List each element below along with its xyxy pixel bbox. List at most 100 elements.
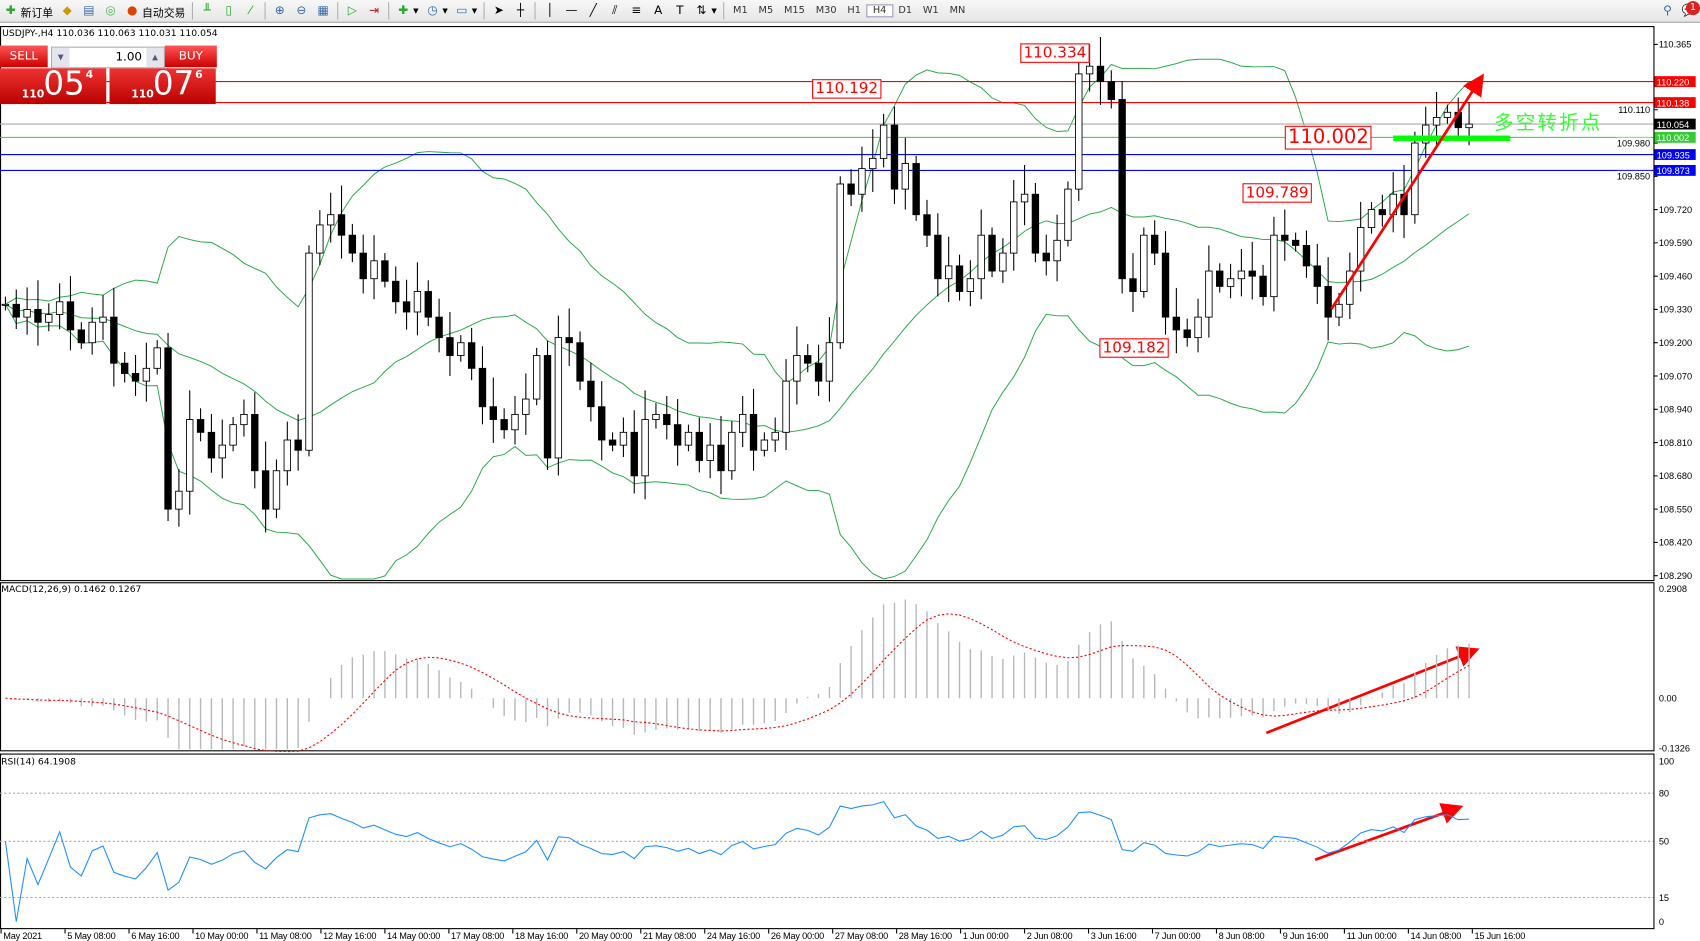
- candle-bull: [977, 234, 985, 280]
- price-level-tag-label: 110.054: [1657, 120, 1690, 130]
- one-click-trading-panel: SELL ▼ 1.00 ▲ BUY 110 05 4 110 07 6: [0, 45, 217, 105]
- timeframe-m1[interactable]: M1: [733, 5, 748, 17]
- candle-bear: [1161, 252, 1170, 318]
- market-watch-button[interactable]: ◆: [56, 1, 78, 21]
- price-tick-label: 108.550: [1659, 504, 1692, 514]
- templates-button[interactable]: ▭ ▾: [456, 3, 478, 18]
- sell-price[interactable]: 110 05 4: [0, 65, 107, 105]
- timeframe-mn[interactable]: MN: [949, 5, 966, 17]
- signal-button[interactable]: ◎: [100, 1, 122, 21]
- price-label-low: 109.182: [1099, 338, 1169, 358]
- candle-bear: [337, 214, 346, 236]
- rsi-tick-label: 50: [1659, 837, 1669, 847]
- price-level-tag: [1654, 76, 1696, 87]
- timeframe-w1[interactable]: W1: [922, 5, 939, 17]
- divider: [723, 2, 725, 20]
- zoom-in-button[interactable]: ⊕: [269, 1, 291, 21]
- new-order-button[interactable]: ✚ 新订单: [0, 1, 56, 21]
- candle-bear: [1031, 193, 1040, 254]
- candle-bear: [424, 291, 432, 318]
- timeframe-d1[interactable]: D1: [898, 5, 913, 17]
- buy-price[interactable]: 110 07 6: [109, 65, 216, 105]
- macd-title: MACD(12,26,9) 0.1462 0.1267: [1, 584, 142, 596]
- candle-bull: [1367, 209, 1376, 228]
- auto-trading-icon: ●: [127, 3, 138, 18]
- price-tick-label: 109.590: [1659, 238, 1692, 248]
- line-chart-button[interactable]: ⁄: [240, 1, 262, 21]
- text-label-tool[interactable]: T: [669, 1, 691, 21]
- timeframe-m15[interactable]: M15: [784, 5, 805, 17]
- candle-bull: [706, 444, 714, 461]
- bar-chart-button[interactable]: ╨: [196, 1, 218, 21]
- candle-chart-button[interactable]: ▯: [218, 1, 240, 21]
- search-button[interactable]: ⚲: [1657, 1, 1679, 21]
- auto-trading-button[interactable]: ● 自动交易: [121, 1, 188, 21]
- buy-button[interactable]: BUY: [164, 45, 217, 68]
- candle-bull: [738, 413, 747, 433]
- timeframe-m5[interactable]: M5: [758, 5, 774, 17]
- macd-tick-label: 0.2908: [1659, 584, 1687, 594]
- time-tick-label: 14 Jun 08:00: [1411, 931, 1462, 941]
- lot-increase-button[interactable]: ▲: [146, 47, 164, 68]
- time-tick-label: 14 May 00:00: [387, 931, 440, 941]
- lot-size-input[interactable]: ▼ 1.00 ▲: [50, 46, 165, 69]
- text-tool[interactable]: A: [647, 1, 669, 21]
- zoom-out-button[interactable]: ⊖: [291, 1, 313, 21]
- candle-bear: [988, 234, 996, 272]
- macd-trend-arrow: [1265, 646, 1480, 735]
- vertical-line-tool[interactable]: │: [539, 1, 561, 21]
- zoom-out-icon: ⊖: [296, 3, 307, 18]
- candle-bull: [836, 183, 844, 344]
- time-tick-label: 3 Jun 16:00: [1091, 931, 1137, 941]
- timeframe-m30[interactable]: M30: [815, 5, 837, 17]
- price-level-tag-label: 109.935: [1657, 150, 1690, 160]
- candle-bear: [695, 431, 703, 461]
- crosshair-tool[interactable]: ┼: [510, 1, 532, 21]
- rsi-trend-arrow: [1314, 803, 1464, 862]
- candle-bear: [1313, 265, 1321, 287]
- trendline-icon: ╱: [589, 3, 597, 18]
- chart-area[interactable]: 110.365 110.110 109.980 109.850 109.720 109.5…: [0, 24, 1700, 941]
- rsi-line: [4, 800, 1470, 922]
- time-tick-label: 11 Jun 00:00: [1347, 931, 1397, 941]
- macd-tick-label: 0.00: [1659, 693, 1677, 703]
- candle-bear: [402, 301, 411, 313]
- price-tick-label-bg: [1616, 104, 1652, 116]
- price-tick-label: 110.365: [1659, 40, 1692, 50]
- add-indicator-icon: ✚: [398, 3, 409, 18]
- candle-bear: [598, 406, 606, 441]
- cursor-tool[interactable]: ➤: [488, 1, 510, 21]
- search-icon: ⚲: [1663, 3, 1672, 18]
- price-tick-label: 109.460: [1659, 271, 1692, 281]
- candlestick-icon: ▯: [225, 3, 233, 18]
- price-level-tag-label: 109.873: [1657, 166, 1690, 176]
- autoscroll-button[interactable]: ▷: [342, 1, 364, 21]
- price-tick-label: 109.850: [1617, 172, 1650, 182]
- navigator-button[interactable]: ▤: [78, 1, 100, 21]
- candle-bull: [619, 431, 628, 446]
- candle-bull: [1432, 116, 1441, 126]
- horizontal-line-tool[interactable]: —: [561, 1, 583, 21]
- lot-decrease-button[interactable]: ▼: [52, 47, 70, 68]
- arrows-tool[interactable]: ⇅ ▾: [691, 1, 720, 21]
- periods-button[interactable]: ◷ ▾: [422, 1, 451, 21]
- candle-bull: [522, 398, 530, 415]
- fibonacci-tool[interactable]: ≡: [626, 1, 648, 21]
- price-tick-label: 109.330: [1659, 305, 1692, 315]
- candle-bull: [305, 252, 313, 451]
- channel-tool[interactable]: ⫽: [604, 1, 626, 21]
- fibonacci-icon: ≡: [631, 3, 642, 18]
- candle-bear: [565, 337, 573, 344]
- price-label-mid: 109.789: [1242, 183, 1312, 203]
- timeframe-h1[interactable]: H1: [847, 5, 861, 17]
- sell-button[interactable]: SELL: [0, 45, 48, 68]
- indicators-button[interactable]: ✚ ▾: [392, 1, 421, 21]
- chart-shift-button[interactable]: ⇥: [363, 1, 385, 21]
- timeframe-h4[interactable]: H4: [866, 4, 893, 18]
- time-tick-label: 27 May 08:00: [835, 931, 888, 941]
- candle-bear: [34, 309, 42, 323]
- notifications-button[interactable]: 💬1: [1678, 1, 1700, 21]
- tile-windows-button[interactable]: ▦: [312, 1, 334, 21]
- candle-bear: [392, 280, 400, 303]
- trendline-tool[interactable]: ╱: [582, 1, 604, 21]
